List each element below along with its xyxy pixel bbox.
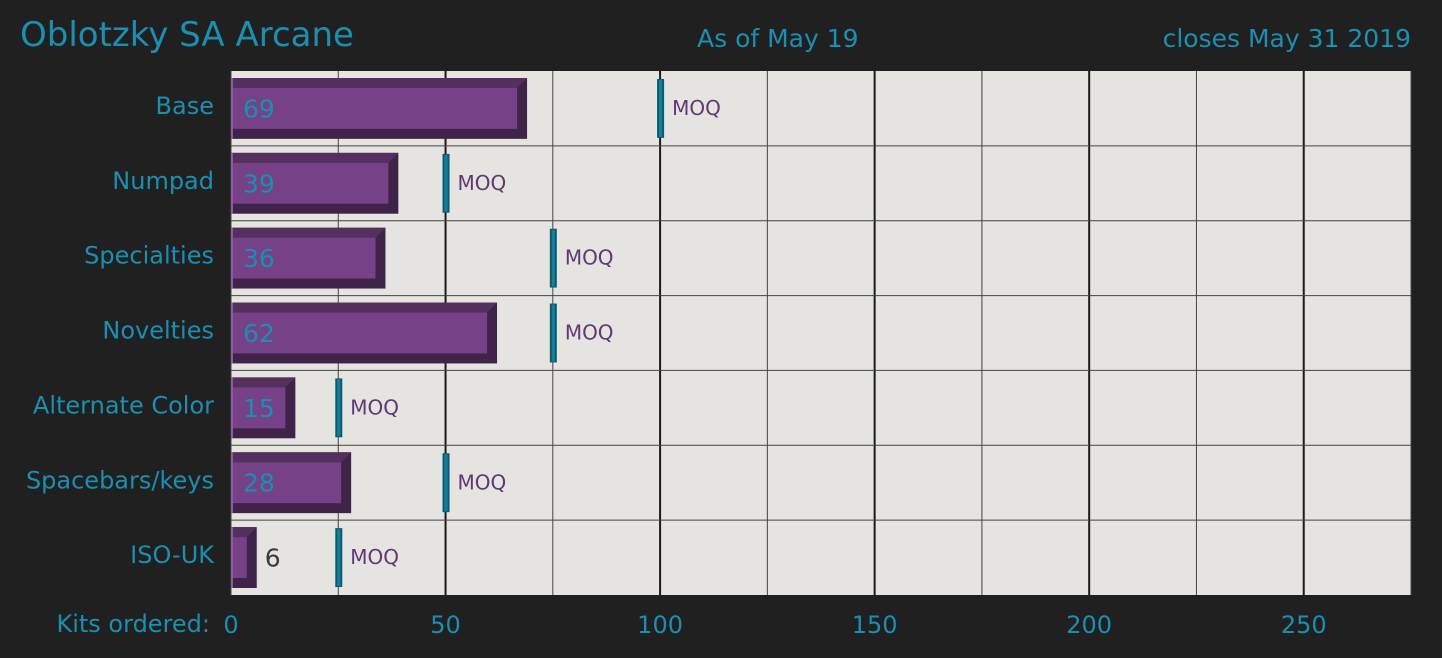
moq-label: MOQ (565, 246, 614, 270)
moq-marker-highlight (337, 379, 341, 437)
category-label: Novelties (102, 317, 214, 345)
bar-highlight (231, 527, 233, 588)
moq-label: MOQ (350, 545, 399, 569)
moq-label: MOQ (672, 96, 721, 120)
closing-date: closes May 31 2019 (1162, 24, 1411, 53)
x-tick-label: 50 (430, 611, 461, 639)
bar-face (233, 312, 488, 354)
moq-marker-highlight (551, 304, 555, 362)
bar-bevel-top (231, 227, 386, 238)
bar-highlight (231, 227, 233, 289)
moq-label: MOQ (350, 395, 399, 419)
category-label: ISO-UK (130, 541, 215, 569)
bar-group (231, 452, 352, 514)
moq-marker-highlight (659, 80, 663, 137)
bar-bevel-top (231, 302, 498, 313)
bar-value-label: 15 (243, 394, 275, 423)
bar-group (231, 377, 296, 439)
bar-face (233, 162, 389, 204)
bar-value-label: 6 (265, 544, 281, 573)
chart-title: Oblotzky SA Arcane (20, 15, 354, 55)
bar-face (233, 387, 286, 429)
x-tick-label: 0 (223, 611, 238, 639)
bar-group (231, 152, 399, 214)
category-label: Spacebars/keys (26, 466, 214, 494)
moq-marker-highlight (444, 154, 448, 212)
bar-bevel-top (231, 78, 528, 88)
bar-group (231, 227, 386, 289)
bar-highlight (231, 302, 233, 364)
bar-bevel-top (231, 152, 399, 163)
moq-marker-highlight (337, 529, 341, 586)
bar-face (233, 537, 247, 578)
x-tick-label: 250 (1281, 611, 1327, 639)
bar-face (233, 88, 518, 129)
moq-label: MOQ (565, 321, 614, 345)
x-tick-label: 150 (852, 611, 898, 639)
category-label: Base (156, 92, 214, 120)
bar-highlight (231, 152, 233, 214)
bar-value-label: 36 (243, 244, 275, 273)
bar-value-label: 62 (243, 319, 275, 348)
moq-label: MOQ (458, 470, 507, 494)
bar-highlight (231, 78, 233, 139)
category-label: Specialties (84, 242, 214, 270)
moq-marker-highlight (444, 454, 448, 512)
bar-bevel-top (231, 452, 352, 463)
bar-highlight (231, 452, 233, 514)
x-tick-label: 100 (637, 611, 683, 639)
bar-face (233, 237, 376, 279)
x-axis-label: Kits ordered: (56, 610, 210, 638)
bar-face (233, 462, 342, 504)
bar-bevel-top (231, 377, 296, 388)
category-label: Numpad (112, 167, 214, 195)
bar-highlight (231, 377, 233, 439)
bar-group (231, 527, 257, 588)
x-tick-label: 200 (1066, 611, 1112, 639)
bar-value-label: 69 (243, 94, 275, 123)
as-of-date: As of May 19 (697, 24, 859, 53)
bar-value-label: 28 (243, 469, 275, 498)
category-label: Alternate Color (33, 391, 214, 419)
moq-marker-highlight (551, 229, 555, 287)
bar-group (231, 78, 528, 139)
bar-group (231, 302, 498, 364)
moq-label: MOQ (458, 171, 507, 195)
bar-bevel-top (231, 527, 257, 538)
bar-value-label: 39 (243, 169, 275, 198)
